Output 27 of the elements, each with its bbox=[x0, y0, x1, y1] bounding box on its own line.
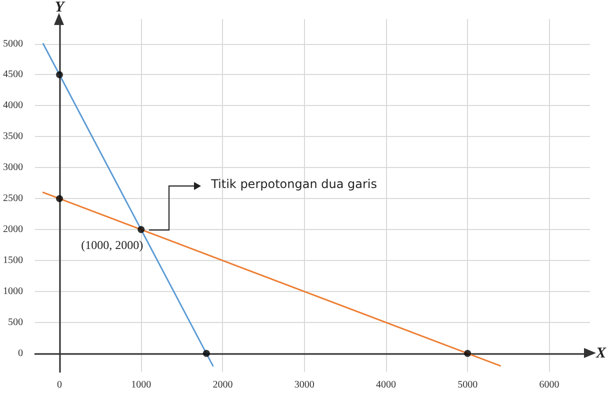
x-tick-label: 3000 bbox=[294, 380, 314, 390]
x-tick-label: 1000 bbox=[131, 380, 152, 390]
y-tick-label: 2500 bbox=[3, 193, 23, 204]
point bbox=[202, 350, 210, 357]
x-tick-label: 5000 bbox=[458, 380, 478, 390]
x-tick-label: 2000 bbox=[212, 380, 233, 390]
point bbox=[56, 71, 63, 78]
x-axis-title: X bbox=[595, 345, 607, 362]
point bbox=[138, 226, 145, 234]
y-tick-label: 4000 bbox=[3, 100, 23, 112]
x-tick-label: 6000 bbox=[539, 380, 560, 390]
y-tick-label: 500 bbox=[8, 316, 23, 328]
y-tick-label: 3000 bbox=[3, 162, 23, 174]
y-tick-label: 1500 bbox=[3, 255, 23, 266]
y-tick-label: 4500 bbox=[3, 69, 23, 80]
y-tick-label: 1000 bbox=[3, 286, 23, 297]
y-tick-label: 3500 bbox=[3, 131, 23, 142]
point bbox=[464, 350, 472, 357]
y-axis-title: Y bbox=[54, 0, 66, 16]
y-tick-label: 0 bbox=[18, 348, 23, 359]
annotation: Titik perpotongan dua garis bbox=[211, 176, 378, 191]
x-tick-label: 4000 bbox=[376, 380, 396, 390]
annotation: (1000, 2000) bbox=[81, 238, 144, 253]
y-tick-label: 2000 bbox=[3, 224, 23, 236]
y-tick-label: 5000 bbox=[3, 38, 23, 50]
x-tick-label: 0 bbox=[56, 380, 62, 390]
point bbox=[56, 195, 63, 202]
